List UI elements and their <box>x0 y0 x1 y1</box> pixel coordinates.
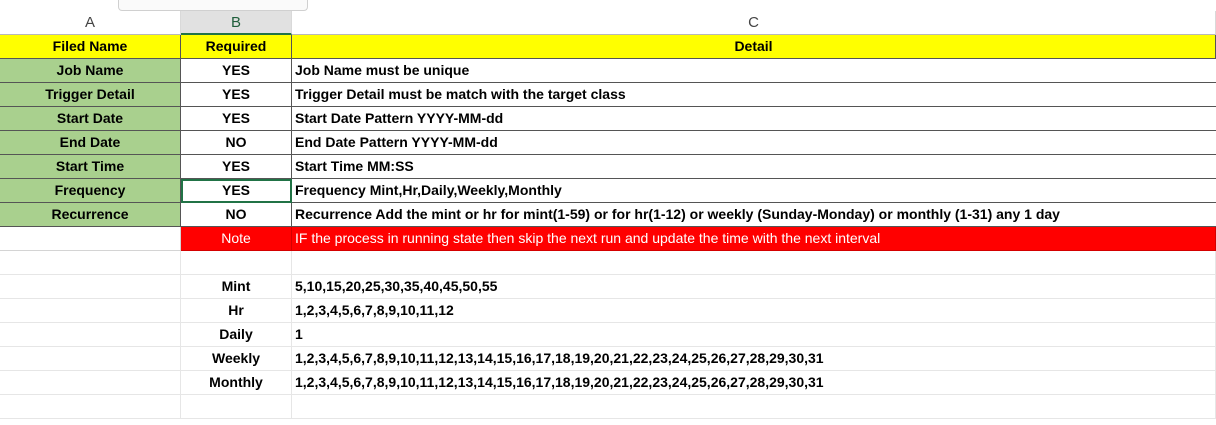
frequency-values-cell[interactable]: 1,2,3,4,5,6,7,8,9,10,11,12,13,14,15,16,1… <box>292 371 1216 395</box>
field-name-cell[interactable]: Recurrence <box>0 203 181 227</box>
frequency-label-cell[interactable]: Monthly <box>181 371 292 395</box>
empty-cell[interactable] <box>0 371 181 395</box>
frequency-values-cell[interactable]: 5,10,15,20,25,30,35,40,45,50,55 <box>292 275 1216 299</box>
empty-cell[interactable] <box>0 227 181 251</box>
list-item: Daily 1 <box>0 323 1216 347</box>
detail-cell[interactable]: Recurrence Add the mint or hr for mint(1… <box>292 203 1216 227</box>
list-item: Monthly 1,2,3,4,5,6,7,8,9,10,11,12,13,14… <box>0 371 1216 395</box>
field-name-cell[interactable]: Job Name <box>0 59 181 83</box>
detail-cell[interactable]: Frequency Mint,Hr,Daily,Weekly,Monthly <box>292 179 1216 203</box>
empty-cell[interactable] <box>0 251 181 275</box>
empty-cell[interactable] <box>0 395 181 419</box>
list-item: Mint 5,10,15,20,25,30,35,40,45,50,55 <box>0 275 1216 299</box>
table-header-row: Filed Name Required Detail <box>0 35 1216 59</box>
empty-cell[interactable] <box>0 347 181 371</box>
table-row: End Date NO End Date Pattern YYYY-MM-dd <box>0 131 1216 155</box>
table-row: Trigger Detail YES Trigger Detail must b… <box>0 83 1216 107</box>
ribbon-edge <box>0 0 1216 11</box>
note-text-cell[interactable]: IF the process in running state then ski… <box>292 227 1216 251</box>
empty-cell[interactable] <box>292 395 1216 419</box>
empty-cell[interactable] <box>0 323 181 347</box>
frequency-values-cell[interactable]: 1,2,3,4,5,6,7,8,9,10,11,12 <box>292 299 1216 323</box>
note-row: Note IF the process in running state the… <box>0 227 1216 251</box>
empty-row <box>0 251 1216 275</box>
field-name-cell[interactable]: Trigger Detail <box>0 83 181 107</box>
toolbar-edge-tab <box>118 0 308 11</box>
detail-cell[interactable]: Start Time MM:SS <box>292 155 1216 179</box>
empty-cell[interactable] <box>0 275 181 299</box>
header-required[interactable]: Required <box>181 35 292 59</box>
empty-row <box>0 395 1216 419</box>
empty-cell[interactable] <box>181 251 292 275</box>
table-row: Frequency YES Frequency Mint,Hr,Daily,We… <box>0 179 1216 203</box>
frequency-values-cell[interactable]: 1 <box>292 323 1216 347</box>
required-cell-selected[interactable]: YES <box>181 179 292 203</box>
detail-cell[interactable]: End Date Pattern YYYY-MM-dd <box>292 131 1216 155</box>
frequency-label-cell[interactable]: Daily <box>181 323 292 347</box>
field-name-cell[interactable]: Start Time <box>0 155 181 179</box>
frequency-label-cell[interactable]: Weekly <box>181 347 292 371</box>
column-header-row: A B C <box>0 11 1216 35</box>
column-header-c[interactable]: C <box>292 11 1216 35</box>
header-detail[interactable]: Detail <box>292 35 1216 59</box>
frequency-label-cell[interactable]: Mint <box>181 275 292 299</box>
required-cell[interactable]: YES <box>181 107 292 131</box>
list-item: Hr 1,2,3,4,5,6,7,8,9,10,11,12 <box>0 299 1216 323</box>
detail-cell[interactable]: Trigger Detail must be match with the ta… <box>292 83 1216 107</box>
required-cell[interactable]: YES <box>181 155 292 179</box>
frequency-values-cell[interactable]: 1,2,3,4,5,6,7,8,9,10,11,12,13,14,15,16,1… <box>292 347 1216 371</box>
header-filed-name[interactable]: Filed Name <box>0 35 181 59</box>
empty-cell[interactable] <box>181 395 292 419</box>
required-cell[interactable]: NO <box>181 203 292 227</box>
required-cell[interactable]: NO <box>181 131 292 155</box>
table-row: Start Time YES Start Time MM:SS <box>0 155 1216 179</box>
table-row: Recurrence NO Recurrence Add the mint or… <box>0 203 1216 227</box>
table-row: Job Name YES Job Name must be unique <box>0 59 1216 83</box>
detail-cell[interactable]: Start Date Pattern YYYY-MM-dd <box>292 107 1216 131</box>
column-header-b[interactable]: B <box>181 11 292 35</box>
field-name-cell[interactable]: End Date <box>0 131 181 155</box>
detail-cell[interactable]: Job Name must be unique <box>292 59 1216 83</box>
empty-cell[interactable] <box>292 251 1216 275</box>
required-cell[interactable]: YES <box>181 59 292 83</box>
list-item: Weekly 1,2,3,4,5,6,7,8,9,10,11,12,13,14,… <box>0 347 1216 371</box>
note-label-cell[interactable]: Note <box>181 227 292 251</box>
empty-cell[interactable] <box>0 299 181 323</box>
required-cell[interactable]: YES <box>181 83 292 107</box>
field-name-cell[interactable]: Start Date <box>0 107 181 131</box>
field-name-cell[interactable]: Frequency <box>0 179 181 203</box>
column-header-a[interactable]: A <box>0 11 181 35</box>
table-row: Start Date YES Start Date Pattern YYYY-M… <box>0 107 1216 131</box>
frequency-label-cell[interactable]: Hr <box>181 299 292 323</box>
